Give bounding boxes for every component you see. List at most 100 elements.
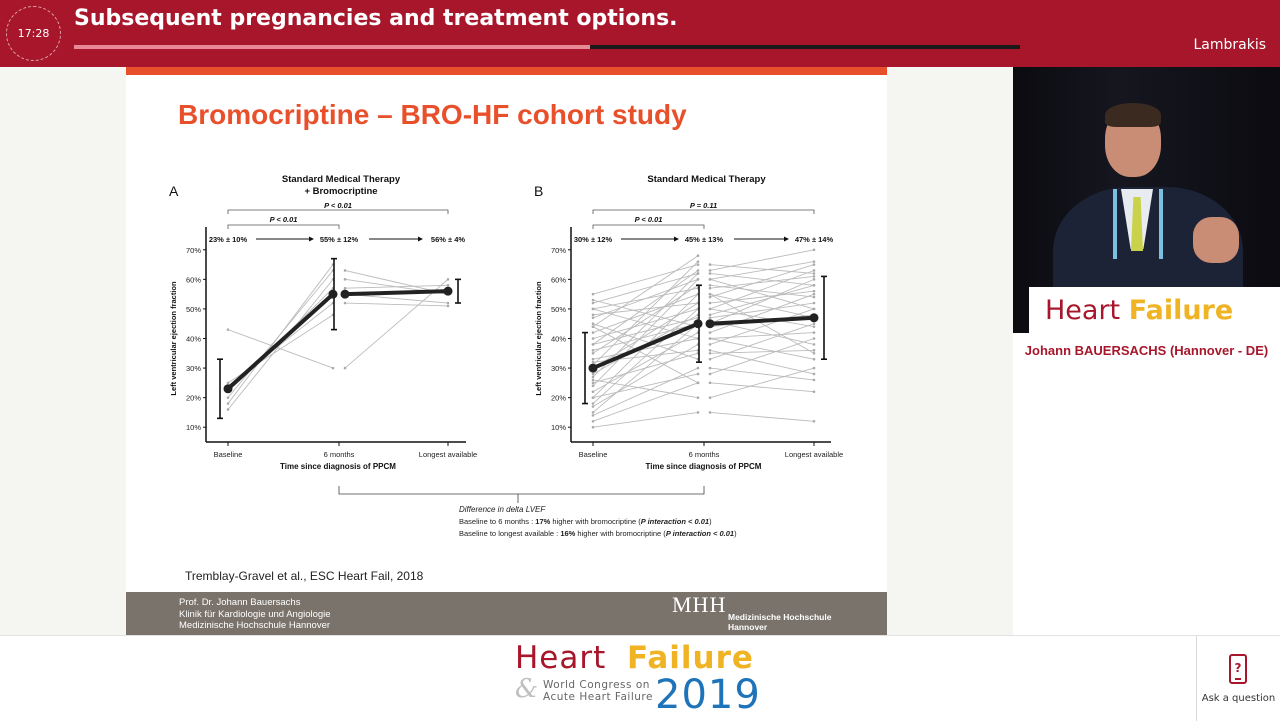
speaker-hand <box>1193 217 1239 263</box>
current-speaker-label: Lambrakis <box>1193 37 1266 53</box>
individual-line <box>709 293 815 334</box>
individual-line <box>592 382 699 422</box>
individual-line <box>709 411 815 422</box>
individual-line <box>344 302 449 307</box>
individual-point <box>331 366 335 370</box>
slide-accent-bar <box>126 67 887 75</box>
individual-point <box>708 301 712 305</box>
individual-point <box>591 411 595 414</box>
individual-point <box>591 402 595 405</box>
individual-line <box>592 255 699 328</box>
individual-point <box>708 331 712 334</box>
individual-point <box>343 301 347 305</box>
individual-point <box>696 269 700 272</box>
individual-point <box>591 425 595 429</box>
chart-title: Standard Medical Therapy <box>282 174 401 185</box>
chart-title: + Bromocriptine <box>304 186 377 197</box>
individual-line <box>592 323 699 351</box>
significance-bracket <box>227 224 340 229</box>
individual-point <box>343 366 347 370</box>
individual-line <box>592 326 699 384</box>
mean-label: 30% ± 12% <box>574 235 613 244</box>
significance-label: P < 0.01 <box>635 215 663 224</box>
panel-label: B <box>534 183 543 199</box>
logo-heart-text: Heart <box>515 640 607 676</box>
affiliation-line: Klinik für Kardiologie und Angiologie <box>179 608 331 620</box>
individual-line <box>709 264 815 298</box>
individual-point <box>591 301 595 305</box>
y-tick-label: 50% <box>186 305 201 314</box>
podium-banner: Heart Failure <box>1029 287 1280 333</box>
individual-point <box>708 292 712 296</box>
mean-line <box>344 289 449 297</box>
individual-line <box>592 273 699 304</box>
x-tick-label: 6 months <box>689 450 720 459</box>
svg-text:?: ? <box>1235 661 1242 675</box>
mean-point <box>588 363 598 373</box>
affiliation-line: Medizinische Hochschule Hannover <box>179 620 331 631</box>
individual-point <box>812 366 816 370</box>
mhh-logo-text: Medizinische Hochschule Hannover <box>728 612 831 632</box>
speaker-video[interactable]: Heart Failure <box>1013 67 1280 333</box>
slide-citation: Tremblay-Gravel et al., ESC Heart Fail, … <box>185 569 424 583</box>
y-tick-label: 10% <box>186 423 201 432</box>
ask-question-button[interactable]: ? Ask a question <box>1197 636 1280 721</box>
mean-point <box>443 286 453 296</box>
individual-point <box>591 292 595 296</box>
chart-panel-a: A Standard Medical Therapy+ Bromocriptine… <box>169 174 477 471</box>
y-tick-label: 30% <box>186 364 201 373</box>
y-tick-label: 50% <box>551 305 566 314</box>
mean-arrowhead <box>784 236 789 242</box>
mean-label: 23% ± 10% <box>209 235 248 244</box>
individual-point <box>708 278 712 281</box>
session-progress-bar[interactable] <box>74 45 1020 49</box>
individual-line <box>709 367 815 381</box>
individual-line <box>592 338 699 360</box>
individual-point <box>708 366 712 370</box>
individual-point <box>226 396 230 399</box>
mean-line <box>709 315 815 326</box>
individual-point <box>812 295 816 299</box>
individual-point <box>708 272 712 275</box>
y-tick-label: 60% <box>186 275 201 284</box>
y-tick-label: 70% <box>186 246 201 255</box>
diff-line-1: Baseline to 6 months : 17% higher with b… <box>459 517 712 526</box>
speaker-name: Johann BAUERSACHS (Hannover - DE) <box>1024 343 1269 358</box>
individual-point <box>812 248 816 252</box>
individual-line <box>592 317 699 345</box>
individual-point <box>812 357 816 361</box>
mean-point <box>809 313 819 323</box>
individual-point <box>591 420 595 423</box>
individual-point <box>708 307 712 311</box>
speaker-lanyard <box>1113 189 1163 259</box>
mean-arrowhead <box>418 236 423 242</box>
individual-point <box>591 414 595 417</box>
individual-point <box>446 301 450 305</box>
individual-line <box>709 264 815 274</box>
top-bar: 17:28 Subsequent pregnancies and treatme… <box>0 0 1280 67</box>
individual-line <box>709 278 815 310</box>
individual-point <box>812 292 816 296</box>
individual-line <box>592 284 699 354</box>
individual-point <box>591 357 595 361</box>
mean-arrowhead <box>674 236 679 242</box>
significance-bracket <box>592 224 705 229</box>
individual-point <box>708 337 712 340</box>
y-tick-label: 20% <box>186 394 201 403</box>
session-progress-fill <box>74 45 590 49</box>
bottom-bar: Heart Failure & World Congress on Acute … <box>0 635 1280 721</box>
mean-label: 55% ± 12% <box>320 235 359 244</box>
individual-point <box>812 272 816 275</box>
individual-line <box>344 279 449 369</box>
individual-line <box>592 379 699 399</box>
mean-point <box>705 319 715 329</box>
individual-line <box>709 338 815 375</box>
individual-point <box>708 343 712 346</box>
individual-point <box>708 396 712 399</box>
x-tick-label: Baseline <box>579 450 608 459</box>
y-axis-label: Left ventricular ejection fraction <box>169 281 178 396</box>
mean-label: 56% ± 4% <box>431 235 465 244</box>
mhh-logo-line: Hannover <box>728 622 768 632</box>
x-tick-label: Longest available <box>785 450 843 459</box>
